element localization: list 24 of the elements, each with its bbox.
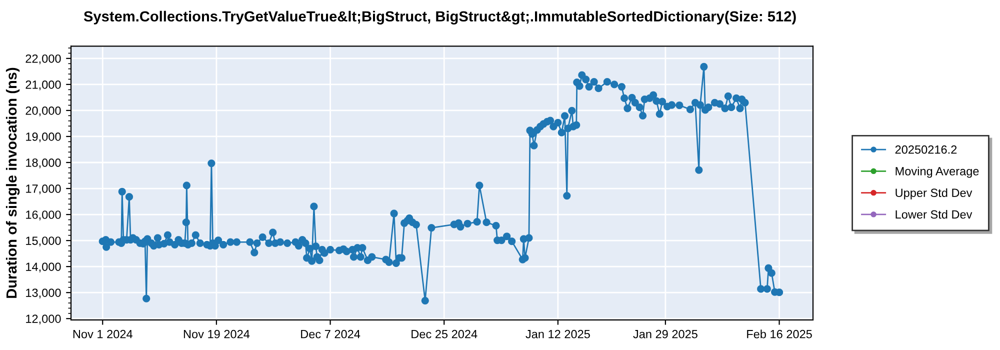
y-tick-label: 12,000 — [26, 314, 61, 324]
x-tick-label: Dec 25 2024 — [412, 330, 478, 338]
x-tick-label: Dec 7 2024 — [301, 330, 360, 338]
y-tick-label: 22,000 — [26, 54, 61, 64]
y-tick-label: 18,000 — [26, 158, 61, 168]
y-tick-label: 21,000 — [26, 80, 61, 90]
y-tick-label: 15,000 — [26, 236, 61, 246]
legend-label: Lower Std Dev — [896, 210, 972, 219]
legend-label: 20250216.2 — [895, 145, 957, 154]
x-tick-label: Nov 19 2024 — [184, 330, 250, 338]
legend-label: Upper Std Dev — [896, 188, 972, 200]
y-tick-label: 14,000 — [26, 262, 61, 272]
x-tick-label: Nov 1 2024 — [73, 330, 132, 338]
y-tick-label: 17,000 — [26, 184, 61, 194]
legend-label: Moving Average — [896, 166, 979, 178]
y-tick-label: 20,000 — [26, 106, 61, 116]
y-tick-label: 13,000 — [26, 288, 61, 298]
chart-title: System.Collections.TryGetValueTrue&lt;BigStruct, BigStruct&gt;.ImmutableSortedDictionary(Size: 512) — [84, 10, 796, 24]
x-tick-label: Jan 12 2025 — [526, 330, 590, 338]
x-tick-label: Feb 16 2025 — [747, 330, 812, 338]
y-tick-label: 16,000 — [26, 210, 61, 220]
x-tick-label: Jan 29 2025 — [633, 330, 698, 338]
y-axis-title: Duration of single invocation (ns) — [6, 68, 20, 298]
y-tick-label: 19,000 — [26, 132, 61, 142]
